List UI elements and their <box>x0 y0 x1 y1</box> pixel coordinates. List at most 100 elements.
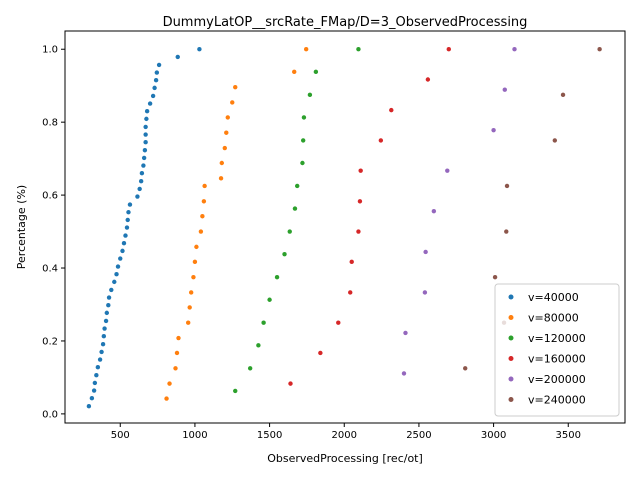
data-point <box>188 290 194 295</box>
data-point <box>106 295 112 300</box>
data-point <box>138 179 144 184</box>
data-point <box>126 210 131 215</box>
data-point <box>446 47 451 52</box>
x-axis: 500 1000 1500 2000 2500 3000 3500 <box>111 423 581 441</box>
data-point <box>125 217 130 223</box>
x-tick-label: 1500 <box>257 430 282 441</box>
series-v-120000 <box>233 47 361 394</box>
data-point <box>120 248 125 254</box>
x-axis-label: ObservedProcessing [rec/ot] <box>267 452 423 465</box>
data-point <box>303 47 309 52</box>
data-point <box>137 186 142 192</box>
data-point <box>356 229 361 234</box>
data-point <box>431 208 437 214</box>
x-tick-label: 3500 <box>556 430 581 441</box>
data-point <box>143 140 148 145</box>
data-point <box>301 115 307 120</box>
x-tick-label: 2500 <box>406 430 431 441</box>
y-tick-label: 0.0 <box>42 409 58 420</box>
data-point <box>141 163 146 168</box>
data-point <box>150 93 156 99</box>
legend-entry: v=160000 <box>528 353 586 366</box>
legend-entry: v=120000 <box>528 332 586 345</box>
legend-marker <box>508 397 514 402</box>
data-point <box>267 297 272 302</box>
data-point <box>156 62 162 68</box>
data-point <box>135 194 140 199</box>
legend-marker <box>508 356 514 361</box>
data-point <box>318 350 323 356</box>
data-point <box>127 202 133 207</box>
legend-entry: v=240000 <box>528 394 586 407</box>
data-point <box>109 287 114 293</box>
data-point <box>230 100 235 105</box>
data-point <box>176 335 181 341</box>
data-point <box>349 259 354 265</box>
x-tick-label: 2000 <box>332 430 357 441</box>
data-point <box>91 388 97 393</box>
y-tick-label: 0.8 <box>42 118 58 129</box>
data-point <box>89 396 95 401</box>
chart-title: DummyLatOP__srcRate_FMap/D=3_ObservedPro… <box>163 15 528 30</box>
data-point <box>143 124 148 130</box>
data-point <box>153 78 159 83</box>
legend-entry: v=40000 <box>528 291 579 304</box>
data-point <box>233 84 238 90</box>
data-point <box>219 160 224 166</box>
data-point <box>313 69 319 75</box>
data-point <box>224 130 229 135</box>
data-point <box>167 381 172 386</box>
y-tick-label: 0.4 <box>42 264 58 275</box>
data-point <box>99 349 104 355</box>
data-point <box>560 92 566 98</box>
y-tick-label: 0.2 <box>42 336 58 347</box>
data-point <box>142 148 148 153</box>
data-point <box>94 373 99 378</box>
legend-entry: v=80000 <box>528 312 579 325</box>
data-point <box>95 365 101 370</box>
data-point <box>118 256 123 261</box>
data-point <box>300 160 305 166</box>
legend-marker <box>508 315 514 320</box>
data-point <box>173 366 178 371</box>
data-point <box>247 366 253 371</box>
data-point <box>186 320 191 325</box>
data-point <box>192 259 198 265</box>
data-point <box>141 155 147 161</box>
data-point <box>124 225 130 230</box>
data-point <box>504 183 510 189</box>
data-point <box>389 107 394 113</box>
data-point <box>292 69 297 75</box>
data-point <box>492 274 498 280</box>
data-point <box>222 145 227 151</box>
x-tick-label: 1000 <box>182 430 207 441</box>
x-tick-label: 3000 <box>481 430 506 441</box>
data-point <box>425 77 431 82</box>
data-point <box>233 388 238 394</box>
data-point <box>175 54 180 60</box>
legend: v=40000 v=80000 v=120000 v=160000 v=200000 v=… <box>494 283 620 417</box>
data-point <box>139 171 145 176</box>
data-point <box>143 132 148 137</box>
series-v-200000 <box>401 47 517 376</box>
y-tick-label: 1.0 <box>42 45 58 56</box>
legend-marker <box>508 294 514 300</box>
data-point <box>121 241 127 246</box>
legend-marker <box>508 335 514 341</box>
data-point <box>292 206 298 211</box>
data-point <box>187 305 192 310</box>
data-point <box>356 47 361 52</box>
data-point <box>403 330 408 336</box>
data-point <box>597 47 602 52</box>
data-point <box>174 350 180 356</box>
data-point <box>504 229 509 234</box>
data-point <box>502 87 507 92</box>
data-point <box>300 138 306 143</box>
data-point <box>97 357 103 362</box>
data-point <box>191 274 196 280</box>
data-point <box>423 249 428 255</box>
data-point <box>218 176 224 181</box>
data-point <box>147 101 153 106</box>
data-point <box>115 264 121 269</box>
